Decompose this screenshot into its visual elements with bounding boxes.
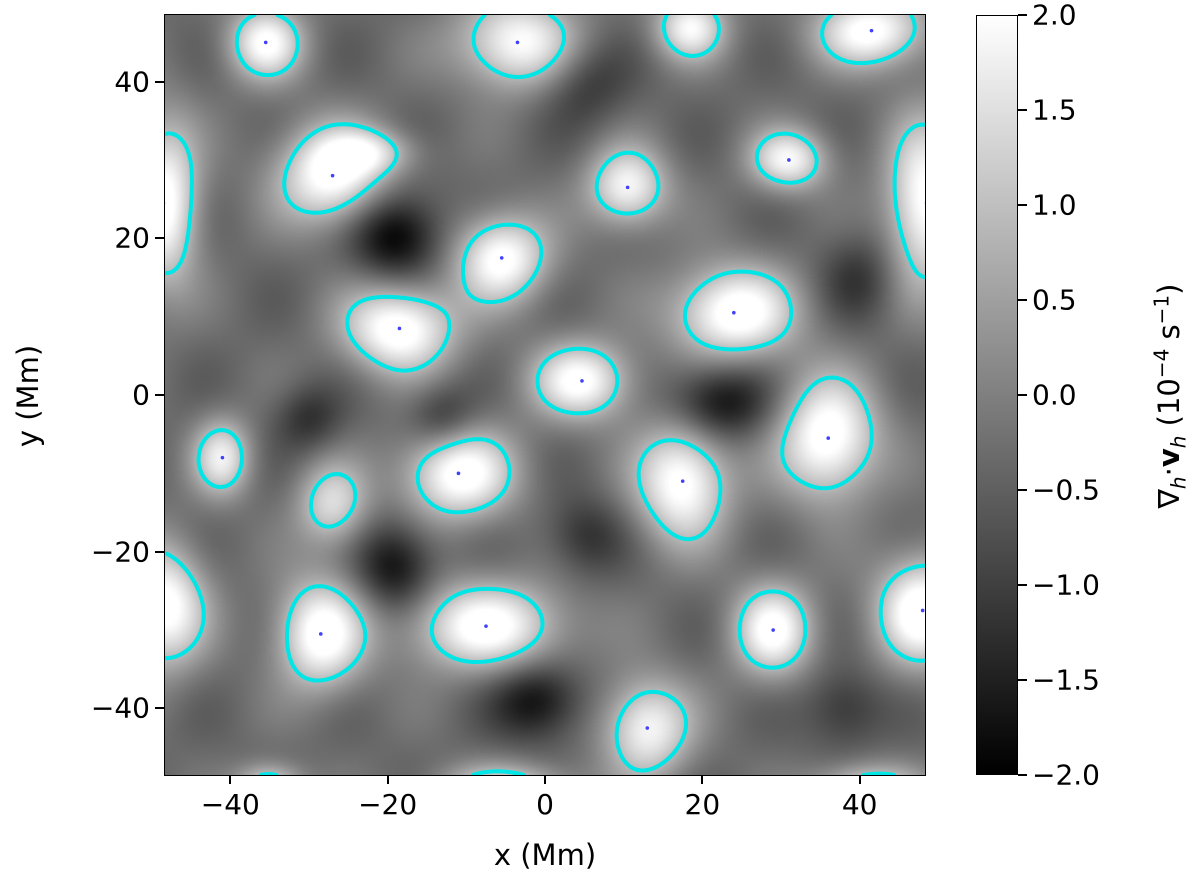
center-marker — [263, 40, 268, 45]
y-tick-mark — [155, 550, 164, 553]
x-tick-label: 40 — [841, 788, 878, 821]
center-marker — [330, 173, 335, 178]
center-marker — [920, 608, 925, 613]
center-marker — [580, 379, 584, 383]
colorbar-tick-label: 0.0 — [1032, 378, 1077, 412]
colorbar-tick-mark — [1018, 584, 1027, 586]
center-marker — [515, 40, 520, 45]
contour-line — [165, 15, 925, 775]
y-tick-mark — [155, 394, 164, 396]
x-tick-mark — [544, 775, 546, 784]
center-marker — [787, 158, 791, 162]
center-marker — [499, 256, 504, 260]
colorbar-tick-label: −0.5 — [1032, 473, 1100, 507]
center-marker — [645, 726, 650, 730]
x-axis-label: x (Mm) — [493, 838, 597, 872]
sub-h: h — [1166, 476, 1191, 490]
unit-a: (10 — [1151, 378, 1186, 436]
v-bold: v — [1151, 448, 1186, 468]
colorbar-tick-label: 0.5 — [1032, 283, 1077, 317]
center-marker — [220, 455, 225, 460]
y-tick-mark — [155, 80, 164, 83]
nabla: ∇ — [1151, 489, 1186, 509]
center-marker — [732, 310, 736, 315]
center-marker — [771, 628, 775, 632]
heatmap-image — [165, 15, 925, 775]
colorbar-tick-label: 1.0 — [1032, 188, 1077, 222]
dot: · — [1151, 467, 1186, 477]
center-marker — [397, 326, 402, 331]
center-marker — [680, 479, 685, 483]
y-tick-mark — [155, 707, 164, 710]
exp-b: −1 — [1149, 294, 1174, 325]
colorbar-tick-label: 2.0 — [1032, 0, 1077, 32]
sub-h2: h — [1166, 435, 1191, 449]
heatmap-plot-area — [165, 15, 925, 775]
x-tick-label: −40 — [200, 788, 260, 821]
y-tick-label: 20 — [114, 221, 150, 255]
x-tick-label: 20 — [684, 788, 721, 821]
colorbar-label: ∇h·vh (10−4 s−1) — [1149, 284, 1190, 509]
center-marker — [625, 185, 630, 190]
colorbar-tick-mark — [1018, 109, 1027, 111]
x-tick-label: 0 — [536, 788, 554, 821]
contour-overlay — [165, 15, 925, 775]
colorbar — [976, 15, 1018, 775]
unit-c: ) — [1151, 283, 1186, 295]
center-marker — [484, 624, 488, 628]
colorbar-tick-mark — [1018, 14, 1027, 16]
x-tick-mark — [858, 775, 861, 784]
y-tick-label: −20 — [90, 535, 150, 569]
colorbar-tick-mark — [1018, 489, 1027, 491]
exp-a: −4 — [1149, 348, 1174, 379]
center-marker — [826, 436, 831, 440]
x-tick-mark — [701, 775, 704, 784]
y-tick-label: −40 — [90, 691, 150, 725]
center-marker — [869, 28, 874, 33]
colorbar-tick-label: −1.0 — [1032, 568, 1100, 602]
unit-b: s — [1151, 324, 1186, 349]
x-tick-mark — [386, 775, 389, 784]
colorbar-tick-label: 1.5 — [1032, 93, 1077, 127]
x-tick-label: −20 — [358, 788, 418, 821]
colorbar-tick-mark — [1018, 204, 1027, 206]
colorbar-tick-label: −2.0 — [1032, 758, 1100, 792]
x-tick-mark — [229, 775, 232, 784]
colorbar-tick-mark — [1018, 394, 1027, 396]
y-tick-label: 40 — [114, 65, 150, 99]
colorbar-tick-mark — [1018, 774, 1027, 776]
colorbar-tick-mark — [1018, 679, 1027, 681]
center-marker — [456, 471, 461, 476]
center-marker — [318, 632, 323, 636]
y-tick-label: 0 — [132, 378, 150, 412]
colorbar-tick-label: −1.5 — [1032, 663, 1100, 697]
colorbar-tick-mark — [1018, 299, 1027, 301]
y-tick-mark — [155, 237, 164, 240]
y-axis-label: y (Mm) — [11, 344, 45, 448]
